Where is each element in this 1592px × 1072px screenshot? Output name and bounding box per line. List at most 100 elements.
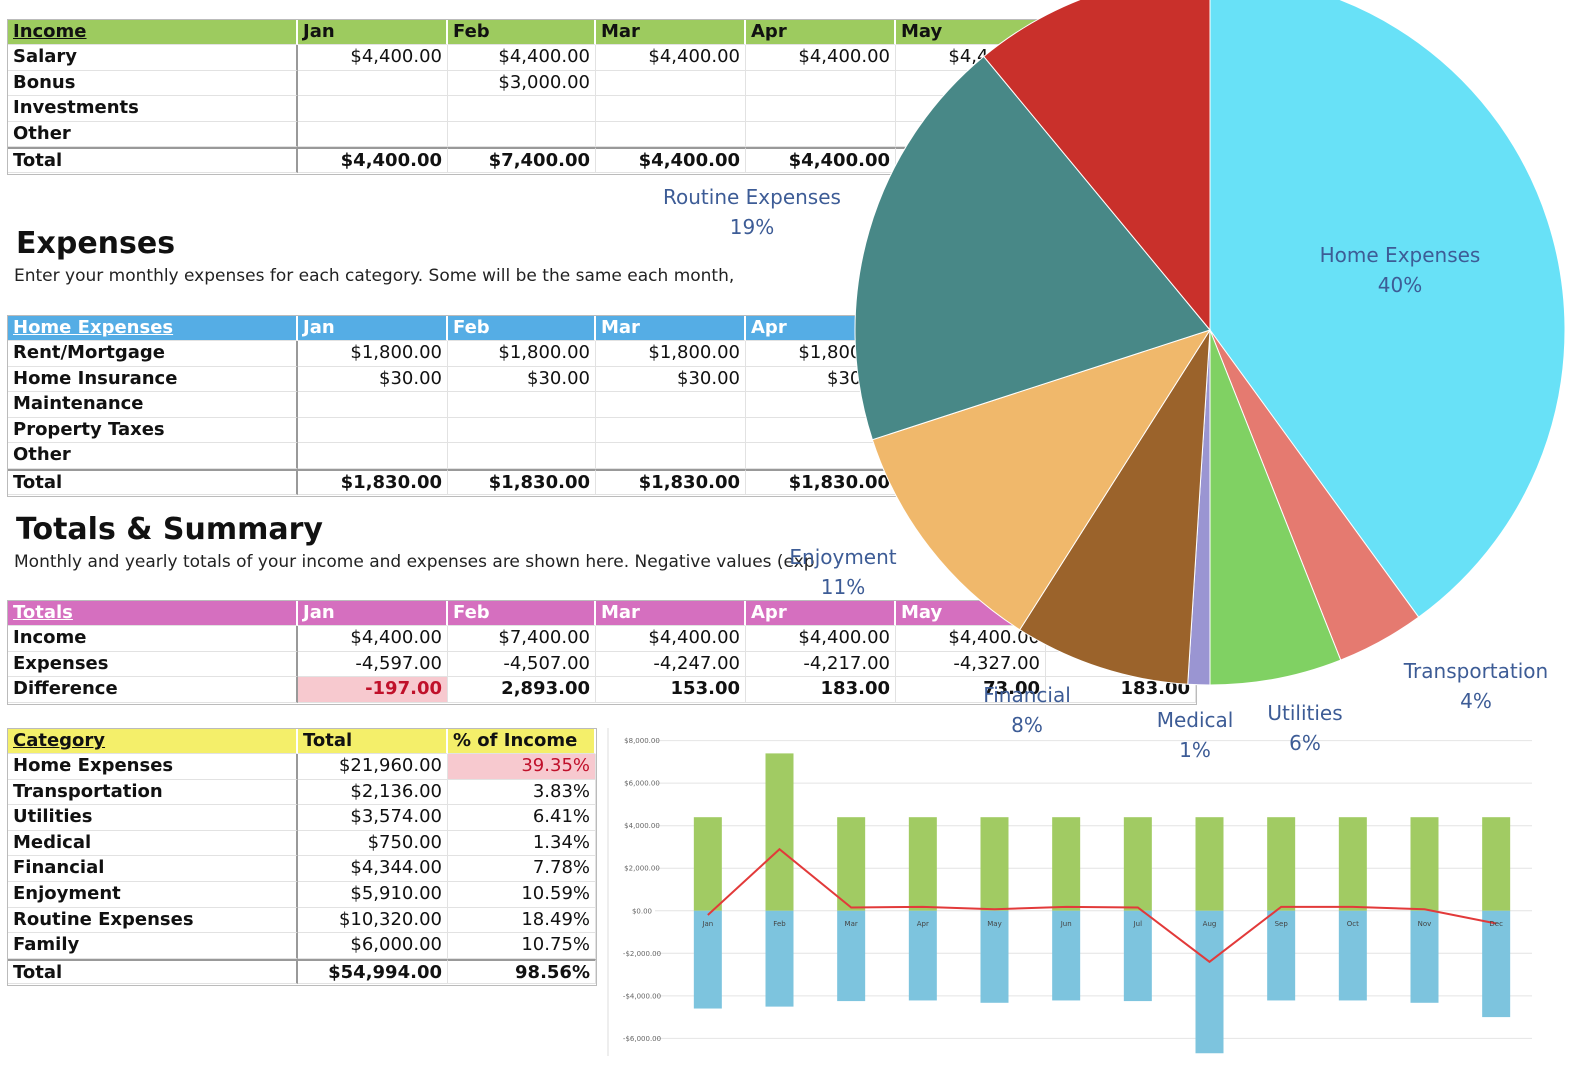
section-text: Monthly and yearly totals of your income… — [14, 552, 815, 572]
bar — [1482, 817, 1511, 911]
y-tick-label: -$4,000.00 — [623, 992, 661, 1000]
cell-value: $5,910.00 — [298, 882, 448, 908]
cell-value: 73.00 — [896, 677, 1046, 703]
slice-label: Utilities — [1267, 701, 1342, 725]
cell-value: -4,327.00 — [896, 651, 1046, 678]
cell-value: 10.59% — [448, 882, 596, 908]
header-cell: Income — [8, 20, 298, 45]
cell-value: 2,893.00 — [448, 677, 596, 703]
row-label: Other — [8, 443, 298, 469]
cell-value: 153.00 — [596, 677, 746, 703]
x-tick-label: Oct — [1347, 920, 1359, 928]
cell-value: $4,400.00 — [298, 147, 448, 173]
slice-label: Home Expenses — [1320, 243, 1481, 267]
cell-value: -4,507.00 — [448, 651, 596, 678]
cell-value — [298, 70, 448, 97]
y-tick-label: -$2,000.00 — [623, 950, 661, 958]
difference-line — [707, 847, 1497, 964]
cell-value — [448, 121, 596, 148]
bar — [1123, 817, 1152, 911]
row-label: Property Taxes — [8, 417, 298, 444]
y-tick-label: -$6,000.00 — [623, 1035, 661, 1043]
y-tick-label: $4,000.00 — [624, 822, 660, 830]
pie-slice — [1209, 329, 1342, 686]
cell-value — [746, 121, 896, 148]
bar — [837, 910, 866, 1002]
row-label: Investments — [8, 96, 298, 122]
cell-value — [448, 96, 596, 122]
cell-value: $4,400.00 — [596, 147, 746, 173]
bar — [1195, 910, 1224, 1054]
cell-value: $4,400.00 — [596, 45, 746, 71]
header-cell: Apr — [746, 601, 896, 626]
row-label: Income — [8, 626, 298, 652]
cell-value: 183.00 — [746, 677, 896, 703]
row-label: Total — [8, 469, 298, 495]
bar — [1410, 817, 1439, 911]
cell-value — [298, 121, 448, 148]
bar — [1267, 817, 1296, 911]
x-tick-label: Apr — [917, 920, 929, 928]
cell-value: $30.00 — [596, 366, 746, 393]
bar — [1195, 817, 1224, 911]
cell-value: -4,597.00 — [298, 651, 448, 678]
row-label: Maintenance — [8, 392, 298, 418]
header-cell: Totals — [8, 601, 298, 626]
bar — [980, 910, 1009, 1003]
y-tick-label: $8,000.00 — [624, 737, 660, 745]
cell-value: $30.00 — [448, 366, 596, 393]
cell-value — [596, 392, 746, 418]
row-label: Total — [8, 958, 298, 985]
x-tick-label: Sep — [1275, 920, 1289, 928]
pie-slice — [983, 0, 1211, 332]
section-text: Enter your monthly expenses for each cat… — [14, 266, 735, 286]
slice-label: Routine Expenses — [663, 185, 841, 209]
slice-percent: 11% — [821, 575, 865, 599]
cell-value: $750.00 — [298, 830, 448, 857]
cell-value: 39.35% — [448, 754, 596, 780]
cell-value: $1,800.00 — [298, 341, 448, 367]
cell-value — [298, 417, 448, 444]
cell-value: $1,800.00 — [448, 341, 596, 367]
header-cell: Jan — [298, 316, 448, 341]
x-tick-label: Feb — [773, 920, 786, 928]
row-label: Home Expenses — [8, 754, 298, 780]
section-title: Totals & Summary — [16, 512, 323, 547]
cell-value: $30.00 — [298, 366, 448, 393]
row-label: Total — [8, 147, 298, 173]
row-label: Home Insurance — [8, 366, 298, 393]
row-label: Rent/Mortgage — [8, 341, 298, 367]
cell-value: $7,400.00 — [448, 147, 596, 173]
cell-value: $4,344.00 — [298, 856, 448, 882]
cell-value: $21,960.00 — [298, 754, 448, 780]
cell-value — [298, 392, 448, 418]
cell-value: 1.34% — [448, 830, 596, 857]
header-cell: Mar — [596, 601, 746, 626]
bar — [765, 910, 794, 1007]
cell-value: 98.56% — [448, 958, 596, 985]
x-tick-label: Dec — [1489, 920, 1503, 928]
slice-percent: 8% — [1011, 713, 1043, 737]
cell-value: $1,830.00 — [596, 469, 746, 495]
bar — [693, 910, 722, 1009]
header-cell: Apr — [746, 20, 896, 45]
bar — [837, 817, 866, 911]
cell-value: $4,400.00 — [746, 45, 896, 71]
bar — [1052, 910, 1081, 1001]
cell-value — [448, 417, 596, 444]
cell-value — [596, 121, 746, 148]
pie-slice — [871, 329, 1212, 631]
cell-value: 3.83% — [448, 779, 596, 806]
cell-value: $4,400.00 — [448, 45, 596, 71]
cell-value — [298, 96, 448, 122]
x-tick-label: Nov — [1418, 920, 1432, 928]
cell-value — [298, 443, 448, 469]
slice-percent: 6% — [1289, 731, 1321, 755]
x-tick-label: Jun — [1060, 920, 1072, 928]
cell-value — [596, 96, 746, 122]
row-label: Financial — [8, 856, 298, 882]
cell-value — [746, 70, 896, 97]
y-tick-label: $0.00 — [632, 907, 652, 915]
cell-value: $1,800.00 — [596, 341, 746, 367]
